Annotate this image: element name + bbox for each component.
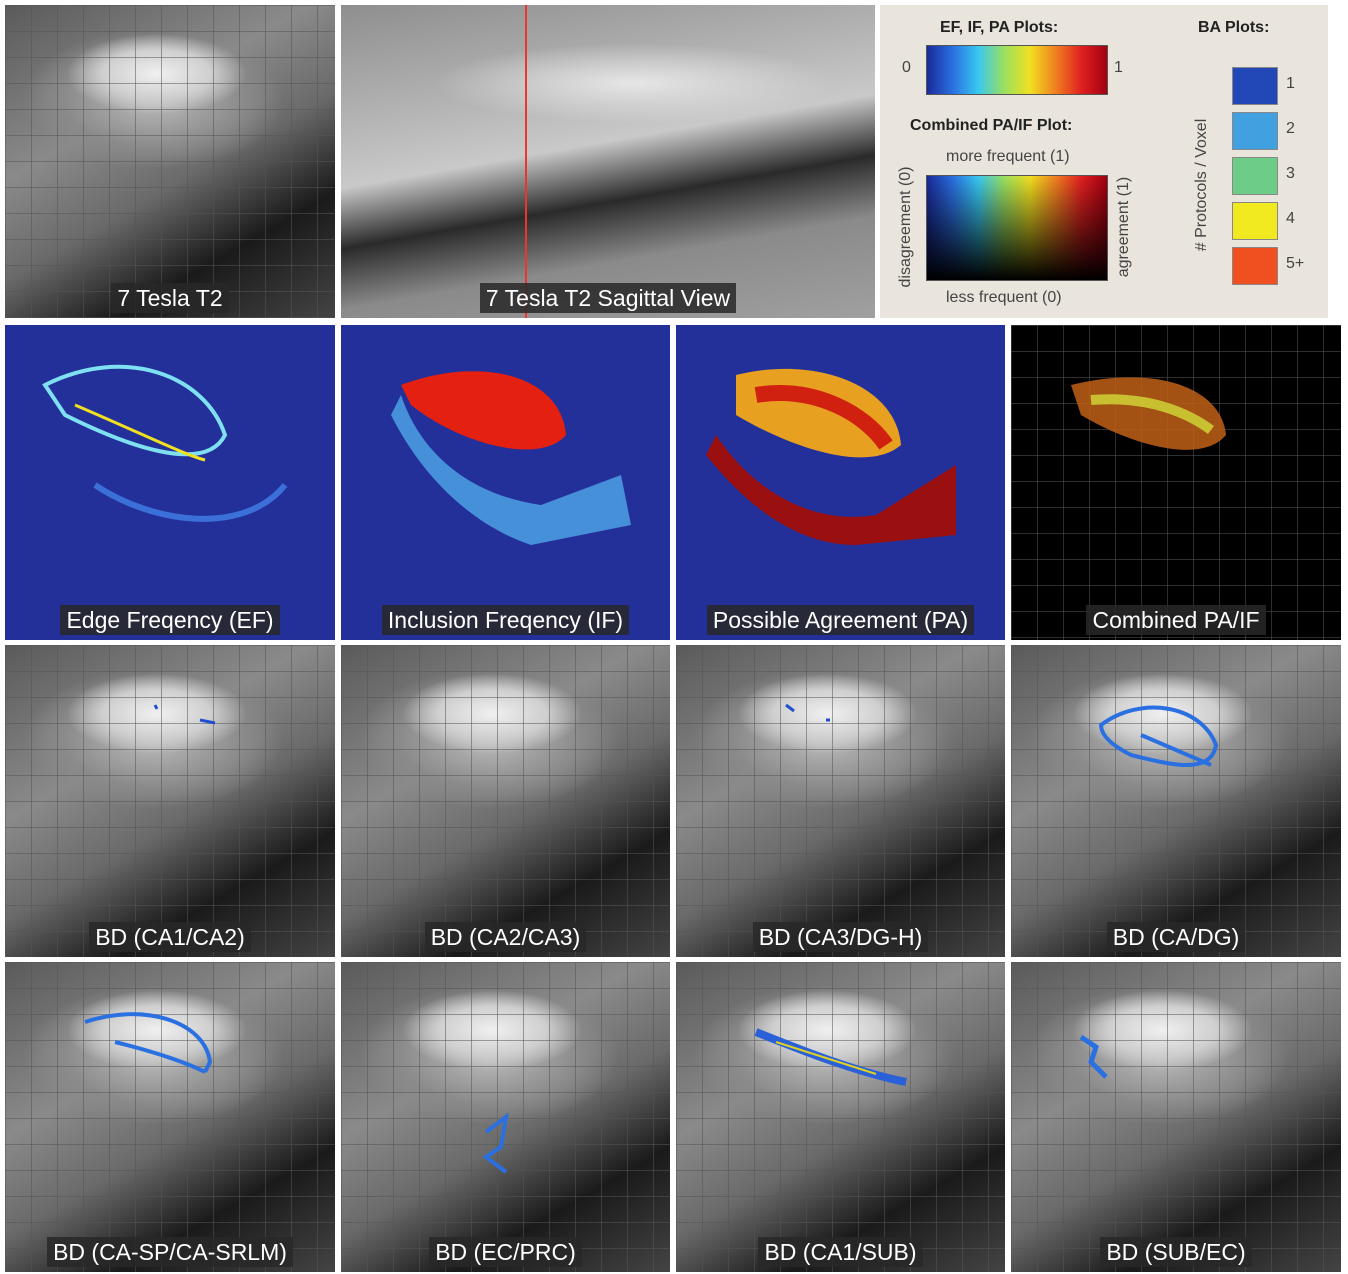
- panel-label: BD (CA/DG): [1107, 922, 1246, 952]
- overlay-shape: [776, 1042, 876, 1074]
- slice-line: [525, 5, 527, 318]
- panel-label: Inclusion Freqency (IF): [382, 605, 629, 635]
- overlay-shape: [1081, 1037, 1106, 1077]
- overlay-shape: [486, 1117, 506, 1172]
- label-box: Possible Agreement (PA): [676, 607, 1005, 634]
- label-box: BD (CA2/CA3): [341, 924, 670, 951]
- axis-bottom: less frequent (0): [946, 289, 1062, 307]
- ba-axis: # Protocols / Voxel: [1193, 119, 1211, 252]
- image-panel: BD (SUB/EC): [1011, 962, 1341, 1272]
- overlay: [1011, 645, 1341, 957]
- legend-title: Combined PA/IF Plot:: [910, 117, 1072, 135]
- overlay: [676, 962, 1005, 1272]
- page: {"panels": [ {"label": "7 Tesla T2"}, {"…: [0, 0, 1348, 1274]
- label-box: Edge Freqency (EF): [5, 607, 335, 634]
- panel-label: Combined PA/IF: [1086, 605, 1265, 635]
- panel-label: BD (EC/PRC): [429, 1237, 582, 1267]
- overlay-shape: [95, 485, 285, 519]
- image-panel: Combined PA/IF: [1011, 325, 1341, 640]
- panel-label: BD (CA-SP/CA-SRLM): [47, 1237, 293, 1267]
- swatch-label: 3: [1286, 165, 1295, 183]
- scale-max: 1: [1114, 59, 1123, 77]
- figure: 7 Tesla T2 7 Tesla T2 Sagittal View EF, …: [0, 0, 1348, 1274]
- overlay: [341, 645, 670, 957]
- panel-label: 7 Tesla T2: [111, 283, 228, 313]
- overlay: [1011, 962, 1341, 1272]
- panel-label: Possible Agreement (PA): [707, 605, 974, 635]
- image-panel: BD (EC/PRC): [341, 962, 670, 1272]
- label-box: BD (CA/DG): [1011, 924, 1341, 951]
- panel-label: BD (CA1/SUB): [758, 1237, 922, 1267]
- overlay-shape: [155, 705, 215, 723]
- sagittal-panel: 7 Tesla T2 Sagittal View: [341, 5, 875, 318]
- overlay-shape: [1071, 377, 1226, 450]
- overlay: [676, 325, 1005, 640]
- panel-label: 7 Tesla T2 Sagittal View: [480, 283, 736, 313]
- swatch: [1232, 67, 1278, 105]
- axis-top: more frequent (1): [946, 148, 1070, 166]
- image-panel: Possible Agreement (PA): [676, 325, 1005, 640]
- image-panel: Inclusion Freqency (IF): [341, 325, 670, 640]
- legend: EF, IF, PA Plots: 0 1 Combined PA/IF Plo…: [880, 5, 1328, 318]
- overlay-shape: [401, 371, 566, 449]
- overlay-shape: [786, 705, 830, 720]
- swatch: [1232, 157, 1278, 195]
- label-box: BD (CA1/CA2): [5, 924, 335, 951]
- scale-min: 0: [902, 59, 911, 77]
- image-panel: BD (CA1/CA2): [5, 645, 335, 957]
- image-panel: Edge Freqency (EF): [5, 325, 335, 640]
- image-panel: BD (CA1/SUB): [676, 962, 1005, 1272]
- image-panel: BD (CA-SP/CA-SRLM): [5, 962, 335, 1272]
- swatch: [1232, 112, 1278, 150]
- label-box: BD (EC/PRC): [341, 1239, 670, 1266]
- legend-title: BA Plots:: [1198, 19, 1269, 37]
- overlay: [676, 645, 1005, 957]
- label-box: BD (CA1/SUB): [676, 1239, 1005, 1266]
- overlay: [1011, 325, 1341, 640]
- overlay: [5, 645, 335, 957]
- axis-right: agreement (1): [1115, 177, 1133, 278]
- swatch-label: 4: [1286, 210, 1295, 228]
- overlay: [5, 325, 335, 640]
- panel-label: BD (SUB/EC): [1100, 1237, 1251, 1267]
- overlay: [341, 962, 670, 1272]
- colormap-2d: [926, 175, 1108, 281]
- image-panel: BD (CA2/CA3): [341, 645, 670, 957]
- image-panel: BD (CA3/DG-H): [676, 645, 1005, 957]
- label-box: Combined PA/IF: [1011, 607, 1341, 634]
- panel-label: BD (CA2/CA3): [425, 922, 587, 952]
- overlay: [5, 962, 335, 1272]
- overlay-shape: [45, 367, 225, 454]
- label-box: Inclusion Freqency (IF): [341, 607, 670, 634]
- swatch-label: 1: [1286, 75, 1295, 93]
- legend-title: EF, IF, PA Plots:: [940, 19, 1058, 37]
- image-panel: BD (CA/DG): [1011, 645, 1341, 957]
- axis-left: disagreement (0): [897, 167, 915, 288]
- overlay-shape: [85, 1014, 210, 1072]
- label-box: BD (SUB/EC): [1011, 1239, 1341, 1266]
- swatch: [1232, 202, 1278, 240]
- colorbar: [926, 45, 1108, 95]
- overlay-shape: [1101, 708, 1216, 765]
- panel-label: BD (CA3/DG-H): [753, 922, 929, 952]
- label-box: BD (CA3/DG-H): [676, 924, 1005, 951]
- overlay: [341, 325, 670, 640]
- swatch-label: 5+: [1286, 255, 1304, 273]
- panel-label: BD (CA1/CA2): [89, 922, 251, 952]
- swatch: [1232, 247, 1278, 285]
- mri-panel: 7 Tesla T2: [5, 5, 335, 318]
- panel-label: Edge Freqency (EF): [60, 605, 279, 635]
- overlay-shape: [756, 1032, 906, 1082]
- swatch-label: 2: [1286, 120, 1295, 138]
- overlay-shape: [75, 405, 205, 460]
- label-box: BD (CA-SP/CA-SRLM): [5, 1239, 335, 1266]
